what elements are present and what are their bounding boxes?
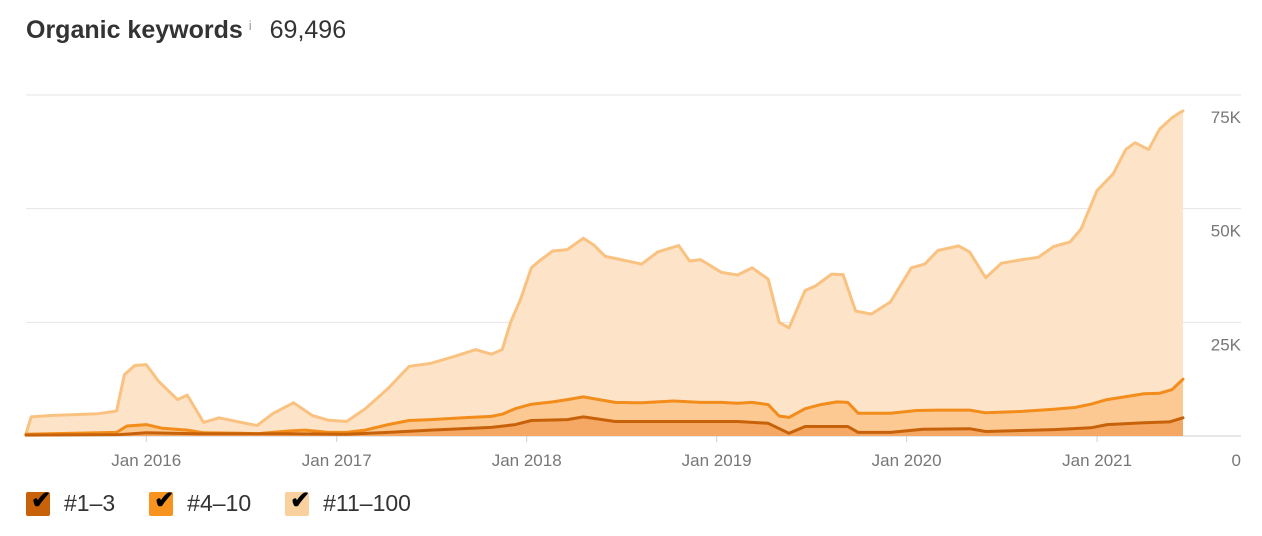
chart-title: Organic keywords	[26, 16, 243, 44]
y-tick-label: 0	[1232, 451, 1241, 470]
x-tick-label: Jan 2021	[1062, 451, 1132, 470]
checkmark-icon: ✔	[290, 486, 311, 514]
x-tick-label: Jan 2019	[682, 451, 752, 470]
y-tick-label: 50K	[1211, 222, 1242, 241]
series-area-3	[26, 416, 1183, 436]
series-area-1	[26, 110, 1183, 437]
x-tick-label: Jan 2018	[492, 451, 562, 470]
series-area-2	[26, 379, 1183, 436]
x-tick-label: Jan 2017	[302, 451, 372, 470]
chart-header: Organic keywords i 69,496	[26, 16, 346, 45]
x-tick-label: Jan 2016	[111, 451, 181, 470]
legend-item-top10[interactable]: ✔ #4–10	[149, 486, 252, 517]
organic-keywords-chart: Jan 2016 Jan 2017 Jan 2018 Jan 2019 Jan 2020…	[24, 94, 1242, 470]
legend-label-top3: #1–3	[64, 490, 116, 516]
series-line-1	[24, 109, 1185, 436]
legend-checkbox-top100[interactable]: ✔	[285, 486, 311, 516]
legend-item-top3[interactable]: ✔ #1–3	[26, 486, 116, 517]
x-tick-label: Jan 2020	[872, 451, 942, 470]
checkmark-icon: ✔	[30, 486, 52, 514]
legend-checkbox-top10[interactable]: ✔	[149, 486, 175, 516]
legend-label-top10: #4–10	[187, 490, 252, 516]
total-keywords-value: 69,496	[269, 16, 347, 44]
series-line-3	[24, 415, 1185, 437]
legend-item-top100[interactable]: ✔ #11–100	[285, 486, 411, 517]
legend-checkbox-top3[interactable]: ✔	[26, 486, 52, 516]
chart-legend: ✔ #1–3 ✔ #4–10 ✔ #11–100	[26, 486, 445, 517]
y-tick-label: 25K	[1211, 335, 1242, 354]
info-icon[interactable]: i	[248, 18, 252, 33]
checkmark-icon: ✔	[154, 486, 175, 514]
y-tick-label: 75K	[1211, 108, 1242, 127]
legend-label-top100: #11–100	[323, 490, 411, 516]
